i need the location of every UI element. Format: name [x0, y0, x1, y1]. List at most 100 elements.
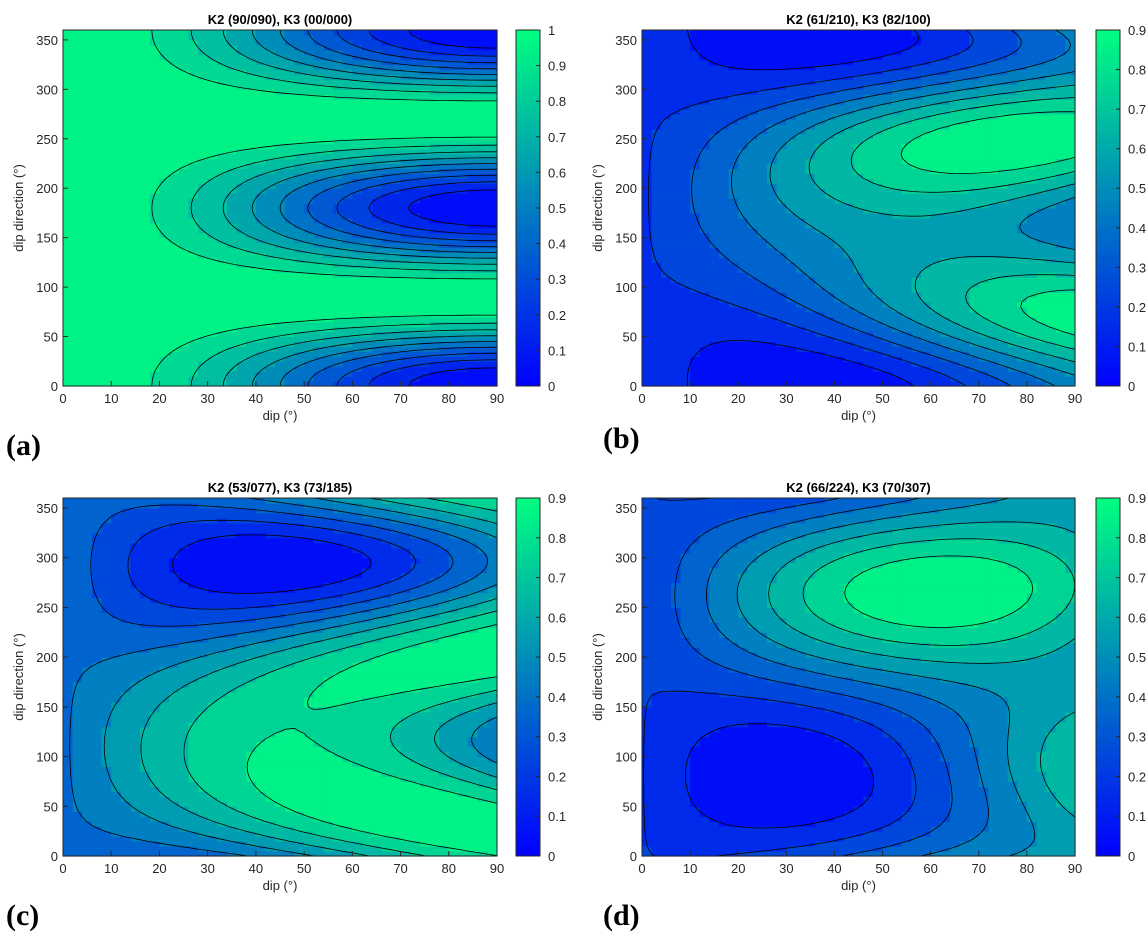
- contour-fill-cell: [361, 203, 373, 209]
- contour-fill-cell: [169, 34, 180, 41]
- contour-fill-cell: [159, 84, 170, 90]
- contour-fill-cell: [91, 119, 103, 125]
- contour-fill-cell: [226, 316, 238, 323]
- contour-fill-cell: [246, 282, 257, 288]
- contour-fill-cell: [728, 366, 739, 372]
- contour-fill-cell: [265, 54, 276, 61]
- contour-fill-cell: [120, 69, 132, 76]
- contour-fill-cell: [882, 232, 893, 239]
- contour-fill-cell: [294, 242, 305, 249]
- contour-fill-cell: [738, 242, 749, 249]
- contour-fill-cell: [361, 272, 373, 278]
- contour-fill-cell: [361, 267, 373, 273]
- contour-fill-cell: [140, 158, 151, 165]
- contour-fill-cell: [217, 341, 228, 348]
- contour-fill-cell: [824, 247, 836, 254]
- contour-fill-cell: [178, 311, 189, 318]
- contour-fill-cell: [120, 227, 132, 234]
- contour-fill-cell: [226, 89, 238, 95]
- contour-fill-cell: [690, 222, 701, 229]
- contour-fill-cell: [419, 297, 431, 303]
- contour-fill-cell: [236, 198, 247, 204]
- contour-fill-cell: [130, 138, 141, 145]
- contour-fill-cell: [120, 356, 132, 362]
- contour-fill-cell: [767, 203, 778, 209]
- contour-fill-cell: [1017, 247, 1028, 254]
- contour-fill-cell: [921, 247, 932, 254]
- contour-fill-cell: [72, 346, 83, 352]
- contour-fill-cell: [1026, 208, 1038, 214]
- contour-fill-cell: [468, 208, 479, 214]
- contour-fill-cell: [834, 203, 845, 209]
- contour-fill-cell: [872, 232, 884, 239]
- contour-fill-cell: [699, 287, 710, 293]
- contour-fill-cell: [217, 79, 228, 85]
- contour-fill-cell: [159, 89, 170, 95]
- contour-fill-cell: [381, 30, 392, 36]
- contour-fill-cell: [159, 237, 170, 244]
- contour-fill-cell: [419, 39, 431, 46]
- contour-fill-cell: [217, 143, 228, 150]
- contour-fill-cell: [178, 79, 189, 85]
- contour-fill-cell: [429, 297, 440, 303]
- contour-fill-cell: [246, 99, 257, 105]
- contour-fill-cell: [815, 321, 826, 328]
- contour-fill-cell: [352, 282, 363, 288]
- contour-fill-cell: [921, 277, 932, 283]
- contour-fill-cell: [429, 198, 440, 204]
- contour-fill-cell: [738, 316, 749, 323]
- contour-fill-cell: [400, 227, 411, 234]
- contour-fill-cell: [901, 366, 913, 372]
- contour-fill-cell: [834, 212, 845, 219]
- contour-fill-cell: [140, 381, 151, 387]
- contour-fill-cell: [477, 341, 488, 348]
- contour-fill-cell: [313, 74, 324, 81]
- contour-fill-cell: [805, 212, 816, 219]
- contour-fill-cell: [930, 321, 941, 328]
- contour-fill-cell: [207, 104, 218, 110]
- contour-fill-cell: [371, 89, 382, 95]
- contour-fill-cell: [738, 267, 749, 273]
- contour-fill-cell: [419, 242, 431, 249]
- contour-fill-cell: [178, 292, 189, 298]
- contour-fill-cell: [757, 208, 768, 214]
- contour-fill-cell: [988, 346, 999, 352]
- contour-fill-cell: [959, 252, 970, 259]
- contour-fill-cell: [72, 331, 83, 338]
- contour-fill-cell: [448, 123, 460, 130]
- contour-fill-cell: [458, 44, 469, 51]
- contour-fill-cell: [294, 84, 305, 90]
- contour-fill-cell: [255, 341, 267, 348]
- contour-fill-cell: [82, 163, 93, 170]
- contour-fill-cell: [352, 301, 363, 308]
- contour-fill-cell: [82, 183, 93, 189]
- contour-fill-cell: [468, 292, 479, 298]
- contour-fill-cell: [323, 351, 334, 357]
- contour-fill-cell: [381, 287, 392, 293]
- contour-fill-cell: [429, 183, 440, 189]
- contour-fill-cell: [400, 311, 411, 318]
- contour-fill-cell: [1046, 232, 1057, 239]
- contour-fill-cell: [275, 366, 286, 372]
- contour-fill-cell: [998, 247, 1009, 254]
- contour-fill-cell: [863, 203, 874, 209]
- contour-fill-cell: [487, 54, 498, 61]
- contour-fill-cell: [246, 366, 257, 372]
- contour-fill-cell: [709, 247, 720, 254]
- contour-fill-cell: [448, 74, 460, 81]
- contour-fill-cell: [130, 59, 141, 66]
- contour-fill-cell: [188, 257, 199, 263]
- contour-fill-cell: [246, 346, 257, 352]
- contour-fill-cell: [275, 49, 286, 56]
- contour-fill-cell: [390, 242, 402, 249]
- contour-fill-cell: [217, 114, 228, 120]
- contour-fill-cell: [429, 30, 440, 36]
- contour-fill-cell: [111, 336, 122, 343]
- contour-fill-cell: [226, 114, 238, 120]
- contour-fill-cell: [747, 198, 759, 204]
- contour-fill-cell: [246, 381, 257, 387]
- contour-fill-cell: [1007, 252, 1018, 259]
- contour-fill-cell: [140, 168, 151, 174]
- contour-fill-cell: [72, 39, 83, 46]
- contour-fill-cell: [487, 74, 498, 81]
